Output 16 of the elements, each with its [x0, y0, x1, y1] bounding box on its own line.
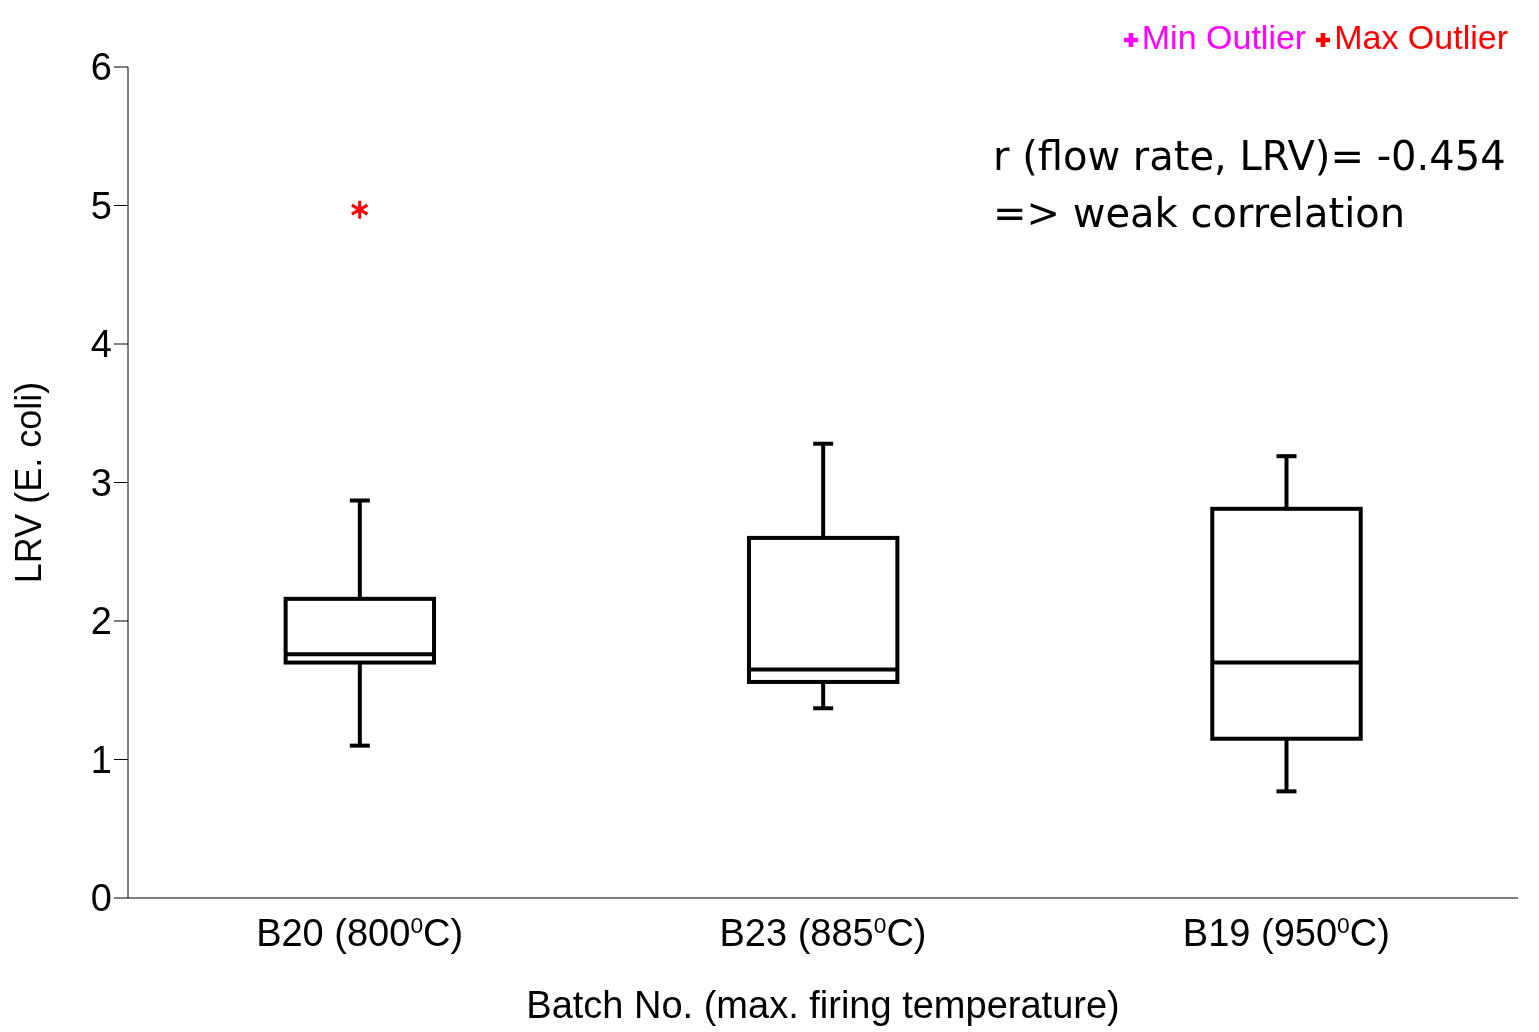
y-tick-label: 2 — [90, 600, 112, 643]
y-tick-label: 1 — [90, 738, 112, 781]
x-axis-title: Batch No. (max. firing temperature) — [526, 984, 1120, 1026]
legend-label: Max Outlier — [1334, 18, 1508, 56]
y-tick-label: 4 — [90, 323, 112, 366]
y-tick-label: 5 — [90, 184, 112, 227]
annotation: r (flow rate, LRV)= -0.454 — [993, 132, 1506, 181]
legend-label: Min Outlier — [1141, 18, 1307, 56]
y-tick-label: 0 — [90, 877, 112, 920]
x-tick-label: B23 (885$^{0}$C) — [719, 912, 927, 954]
x-tick-label: B20 (800$^{0}$C) — [256, 912, 464, 954]
annotation: => weak correlation — [993, 189, 1407, 238]
y-tick-label: 3 — [90, 461, 112, 504]
y-axis-title: LRV (E. coli) — [7, 381, 49, 584]
x-tick-label: B19 (950$^{0}$C) — [1182, 912, 1390, 954]
y-tick-label: 6 — [90, 46, 112, 89]
